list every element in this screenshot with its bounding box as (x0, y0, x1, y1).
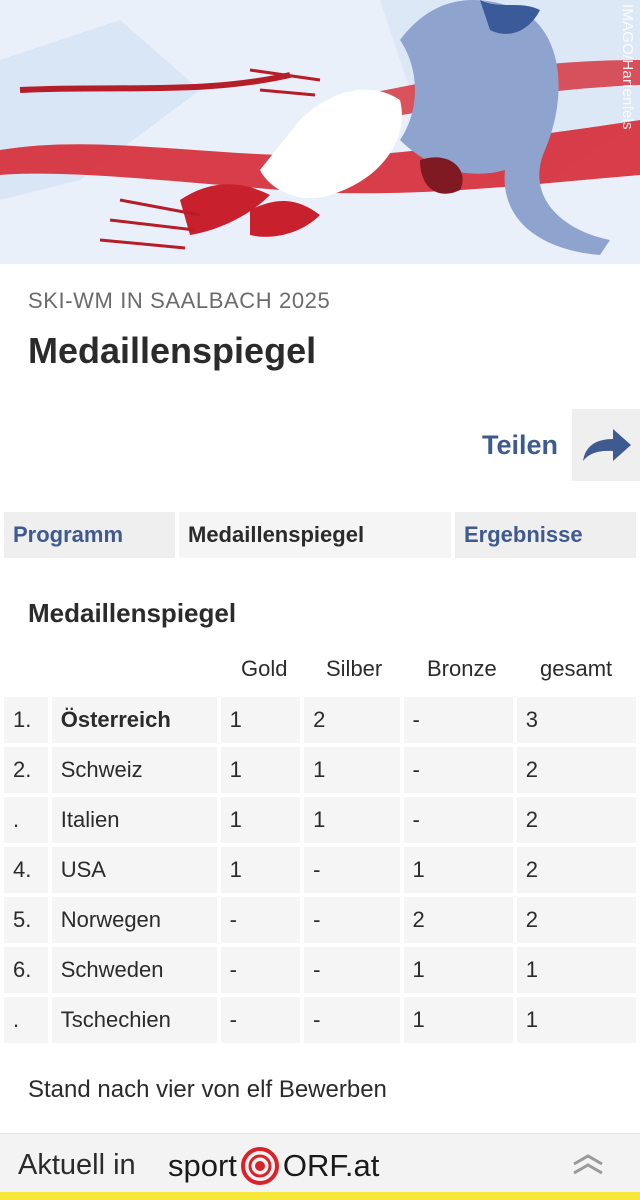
bronze-cell: 1 (403, 997, 513, 1043)
country-cell: Italien (51, 797, 217, 843)
gesamt-cell: 2 (516, 897, 636, 943)
tab-bar: Programm Medaillenspiegel Ergebnisse (4, 512, 636, 558)
photo-credit: IMAGO/Hartenfels (619, 4, 636, 130)
page-title: Medaillenspiegel (28, 330, 317, 371)
rank-cell: . (4, 797, 48, 843)
gold-cell: 1 (220, 847, 301, 893)
gold-cell: - (220, 947, 301, 993)
table-header: Gold Silber Bronze gesamt (0, 656, 640, 688)
bottom-banner[interactable]: Aktuell in sport ORF.at (0, 1133, 640, 1200)
bronze-cell: 1 (403, 847, 513, 893)
tab-medaillenspiegel[interactable]: Medaillenspiegel (179, 512, 451, 558)
rank-cell: 4. (4, 847, 48, 893)
medal-table: 1. Österreich 1 2 - 3 2. Schweiz 1 1 - 2… (4, 697, 636, 1047)
silber-cell: 1 (304, 797, 400, 843)
silber-cell: - (304, 847, 400, 893)
bronze-cell: 2 (403, 897, 513, 943)
column-header-gesamt: gesamt (540, 656, 613, 681)
table-row: 4. USA 1 - 1 2 (4, 847, 636, 893)
gold-cell: 1 (220, 747, 301, 793)
column-header-silber: Silber (326, 656, 383, 681)
silber-cell: - (304, 997, 400, 1043)
gold-cell: 1 (220, 697, 301, 743)
gold-cell: 1 (220, 797, 301, 843)
column-header-bronze: Bronze (427, 656, 497, 681)
country-cell: Österreich (51, 697, 217, 743)
share-arrow-icon[interactable] (572, 409, 640, 481)
status-note: Stand nach vier von elf Bewerben (28, 1076, 387, 1103)
silber-cell: - (304, 897, 400, 943)
accent-bar (0, 1192, 640, 1200)
country-cell: USA (51, 847, 217, 893)
silber-cell: - (304, 947, 400, 993)
column-header-gold: Gold (241, 656, 288, 681)
rank-cell: . (4, 997, 48, 1043)
gesamt-cell: 2 (516, 847, 636, 893)
bronze-cell: - (403, 747, 513, 793)
table-row: . Italien 1 1 - 2 (4, 797, 636, 843)
sport-orf-logo[interactable]: sport ORF.at (168, 1146, 379, 1186)
country-cell: Tschechien (51, 997, 217, 1043)
orf-target-icon (240, 1147, 279, 1185)
country-cell: Schweiz (51, 747, 217, 793)
tab-programm[interactable]: Programm (4, 512, 175, 558)
rank-cell: 2. (4, 747, 48, 793)
country-cell: Norwegen (51, 897, 217, 943)
rank-cell: 6. (4, 947, 48, 993)
rank-cell: 5. (4, 897, 48, 943)
share-label[interactable]: Teilen (481, 429, 558, 460)
silber-cell: 2 (304, 697, 400, 743)
gesamt-cell: 1 (516, 997, 636, 1043)
table-row: . Tschechien - - 1 1 (4, 997, 636, 1043)
bronze-cell: - (403, 797, 513, 843)
brand-sport-text: sport (168, 1148, 237, 1183)
share-control[interactable]: Teilen (482, 409, 640, 481)
section-title: Medaillenspiegel (28, 598, 237, 628)
gold-cell: - (220, 997, 301, 1043)
brand-orf-text: ORF.at (282, 1148, 380, 1183)
table-row: 5. Norwegen - - 2 2 (4, 897, 636, 943)
page-kicker: SKI-WM IN SAALBACH 2025 (28, 288, 331, 313)
country-cell: Schweden (51, 947, 217, 993)
hero-illustration (0, 0, 640, 264)
chevron-up-double-icon[interactable] (570, 1152, 606, 1181)
tab-ergebnisse[interactable]: Ergebnisse (455, 512, 636, 558)
hero-image: IMAGO/Hartenfels (0, 0, 640, 264)
table-row: 1. Österreich 1 2 - 3 (4, 697, 636, 743)
table-row: 2. Schweiz 1 1 - 2 (4, 747, 636, 793)
gesamt-cell: 1 (516, 947, 636, 993)
gesamt-cell: 3 (516, 697, 636, 743)
gesamt-cell: 2 (516, 797, 636, 843)
rank-cell: 1. (4, 697, 48, 743)
bronze-cell: - (403, 697, 513, 743)
silber-cell: 1 (304, 747, 400, 793)
banner-text: Aktuell in (18, 1149, 136, 1181)
gesamt-cell: 2 (516, 747, 636, 793)
bronze-cell: 1 (403, 947, 513, 993)
table-row: 6. Schweden - - 1 1 (4, 947, 636, 993)
gold-cell: - (220, 897, 301, 943)
